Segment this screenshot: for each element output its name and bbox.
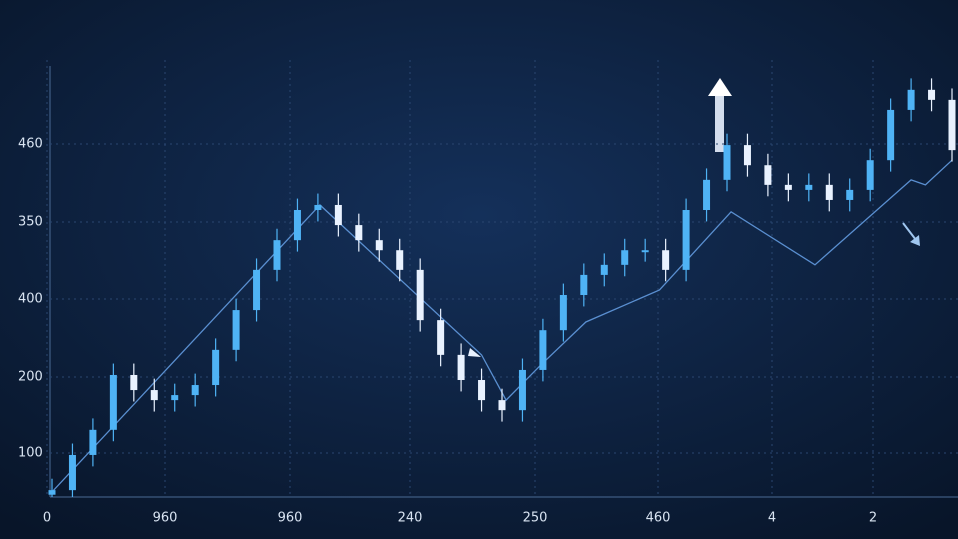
candle-body — [191, 385, 199, 396]
candle-body — [764, 165, 772, 185]
candle-body — [703, 179, 711, 211]
candle-body — [518, 369, 526, 411]
y-tick-label: 100 — [18, 446, 43, 461]
candle-body — [314, 204, 322, 211]
candle-body — [375, 240, 383, 251]
candle-body — [253, 269, 261, 311]
x-tick-label: 960 — [153, 511, 178, 526]
candle-body — [928, 89, 936, 100]
candle-body — [48, 490, 56, 495]
candle-body — [273, 240, 281, 270]
y-tick-label: 350 — [18, 215, 43, 230]
candle-body — [355, 225, 363, 241]
x-tick-label: 250 — [523, 511, 548, 526]
up-arrow — [708, 78, 732, 152]
candle-body — [89, 429, 97, 455]
candle-body — [150, 390, 158, 401]
x-tick-label: 240 — [398, 511, 423, 526]
candle-body — [621, 250, 629, 265]
candle-body — [68, 454, 76, 491]
candle-body — [334, 204, 342, 226]
down-arrow — [902, 222, 920, 246]
candle-body — [825, 184, 833, 200]
y-tick-label: 200 — [18, 370, 43, 385]
candle-body — [580, 274, 588, 296]
candle-body — [662, 250, 670, 270]
x-tick-label: 0 — [43, 511, 51, 526]
candle-body — [948, 99, 956, 151]
candle-body — [600, 264, 608, 275]
candle-body — [130, 374, 138, 391]
x-tick-label: 4 — [768, 511, 776, 526]
candle-body — [743, 145, 751, 166]
y-tick-label: 460 — [18, 137, 43, 152]
candle-body — [539, 330, 547, 370]
candle-body — [805, 184, 813, 190]
candle-body — [212, 349, 220, 386]
x-tick-label: 460 — [646, 511, 671, 526]
candle-body — [641, 250, 649, 253]
candle-body — [887, 109, 895, 161]
candle-body — [846, 189, 854, 200]
candle-body — [232, 310, 240, 350]
candle-body — [682, 210, 690, 270]
candle-body — [478, 380, 486, 401]
x-tick-label: 960 — [278, 511, 303, 526]
candle-body — [109, 374, 117, 430]
candle-body — [457, 354, 465, 381]
candle-body — [437, 320, 445, 355]
candle-body — [723, 145, 731, 180]
candle-body — [293, 210, 301, 241]
x-tick-label: 2 — [869, 511, 877, 526]
candle-body — [498, 400, 506, 411]
candle-body — [866, 160, 874, 190]
trend-arrow — [468, 348, 481, 357]
candle-body — [907, 89, 915, 110]
candle-body — [171, 395, 179, 401]
y-tick-label: 400 — [18, 292, 43, 307]
candle-body — [396, 250, 404, 270]
candle-body — [416, 269, 424, 321]
candle-body — [784, 184, 792, 190]
trend-line — [51, 159, 953, 493]
candle-body — [559, 295, 567, 331]
